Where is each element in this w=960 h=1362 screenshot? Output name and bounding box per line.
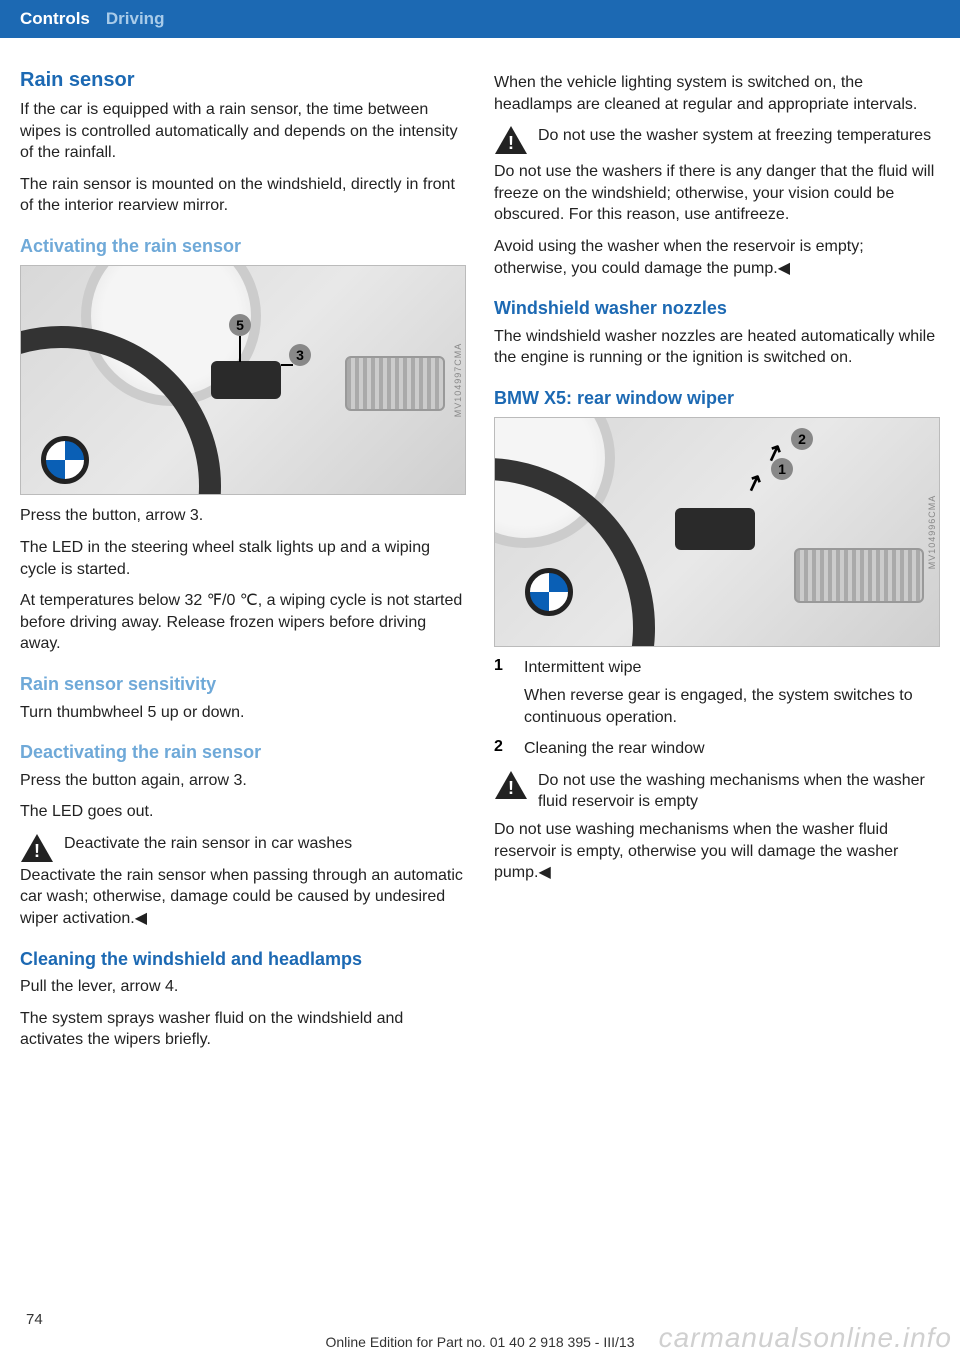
callout-2: 2 xyxy=(791,428,813,450)
vent-shape xyxy=(794,548,924,603)
paragraph: Avoid using the washer when the reservoi… xyxy=(494,236,940,279)
heading-rear-wiper: BMW X5: rear window wiper xyxy=(494,387,940,410)
paragraph: When the vehicle lighting system is swit… xyxy=(494,72,940,115)
stalk-shape xyxy=(211,361,281,399)
warning-icon: ! xyxy=(494,125,528,155)
paragraph: Do not use washing mechanisms when the w… xyxy=(494,819,940,884)
figure-code: MV104996CMA xyxy=(927,495,937,570)
figure-code: MV104997CMA xyxy=(453,343,463,418)
list-text-sub: When reverse gear is engaged, the system… xyxy=(524,685,940,728)
page-wrapper: Controls Driving Rain sensor If the car … xyxy=(0,0,960,1362)
heading-cleaning: Cleaning the windshield and headlamps xyxy=(20,948,466,971)
list-number: 1 xyxy=(494,657,510,728)
warning-block: ! Deactivate the rain sensor in car wash… xyxy=(20,833,466,863)
callout-line xyxy=(239,336,241,362)
paragraph: The system sprays washer fluid on the wi… xyxy=(20,1008,466,1051)
warning-title: Do not use the washer system at freezing… xyxy=(538,125,931,147)
list-text: Cleaning the rear window xyxy=(524,738,705,760)
paragraph: The rain sensor is mounted on the windsh… xyxy=(20,174,466,217)
heading-rain-sensor: Rain sensor xyxy=(20,68,466,93)
page-columns: Rain sensor If the car is equipped with … xyxy=(0,38,960,1061)
header-primary: Controls xyxy=(20,9,90,29)
warning-title: Do not use the washing mechanisms when t… xyxy=(538,770,940,813)
paragraph: At temperatures below 32 ℉/0 ℃, a wiping… xyxy=(20,590,466,655)
figure-rear-wiper: ↗ 2 ↗ 1 MV104996CMA xyxy=(494,417,940,647)
paragraph: Turn thumbwheel 5 up or down. xyxy=(20,702,466,724)
right-column: When the vehicle lighting system is swit… xyxy=(494,68,940,1061)
page-number: 74 xyxy=(26,1311,43,1328)
paragraph: Press the button, arrow 3. xyxy=(20,505,466,527)
bmw-logo-icon xyxy=(525,568,573,616)
paragraph: The LED goes out. xyxy=(20,801,466,823)
heading-activating: Activating the rain sensor xyxy=(20,235,466,258)
callout-line xyxy=(281,364,293,366)
list-number: 2 xyxy=(494,738,510,760)
steering-wheel-shape xyxy=(494,458,655,647)
paragraph: If the car is equipped with a rain senso… xyxy=(20,99,466,164)
paragraph: Press the button again, arrow 3. xyxy=(20,770,466,792)
svg-text:!: ! xyxy=(508,778,514,798)
header-secondary: Driving xyxy=(106,9,165,29)
svg-text:!: ! xyxy=(508,133,514,153)
paragraph: Pull the lever, arrow 4. xyxy=(20,976,466,998)
list-text: Intermittent wipe When reverse gear is e… xyxy=(524,657,940,728)
warning-icon: ! xyxy=(20,833,54,863)
paragraph: Do not use the washers if there is any d… xyxy=(494,161,940,226)
svg-text:!: ! xyxy=(34,841,40,861)
list-text-main: Intermittent wipe xyxy=(524,659,641,676)
stalk-shape xyxy=(675,508,755,550)
figure-rain-sensor: 5 3 MV104997CMA xyxy=(20,265,466,495)
arrow-1-icon: ↗ xyxy=(741,468,767,499)
list-item: 1 Intermittent wipe When reverse gear is… xyxy=(494,657,940,728)
heading-nozzles: Windshield washer nozzles xyxy=(494,297,940,320)
vent-shape xyxy=(345,356,445,411)
numbered-list: 1 Intermittent wipe When reverse gear is… xyxy=(494,657,940,759)
warning-block: ! Do not use the washer system at freezi… xyxy=(494,125,940,155)
paragraph: The windshield washer nozzles are heated… xyxy=(494,326,940,369)
warning-title: Deactivate the rain sensor in car washes xyxy=(64,833,352,855)
left-column: Rain sensor If the car is equipped with … xyxy=(20,68,466,1061)
header-bar: Controls Driving xyxy=(0,0,960,38)
footer-text: Online Edition for Part no. 01 40 2 918 … xyxy=(0,1334,960,1350)
warning-icon: ! xyxy=(494,770,528,800)
list-item: 2 Cleaning the rear window xyxy=(494,738,940,760)
warning-block: ! Do not use the washing mechanisms when… xyxy=(494,770,940,813)
warning-body: Deactivate the rain sensor when passing … xyxy=(20,865,466,930)
heading-sensitivity: Rain sensor sensitivity xyxy=(20,673,466,696)
heading-deactivating: Deactivating the rain sensor xyxy=(20,741,466,764)
callout-1: 1 xyxy=(771,458,793,480)
paragraph: The LED in the steering wheel stalk ligh… xyxy=(20,537,466,580)
callout-3: 3 xyxy=(289,344,311,366)
